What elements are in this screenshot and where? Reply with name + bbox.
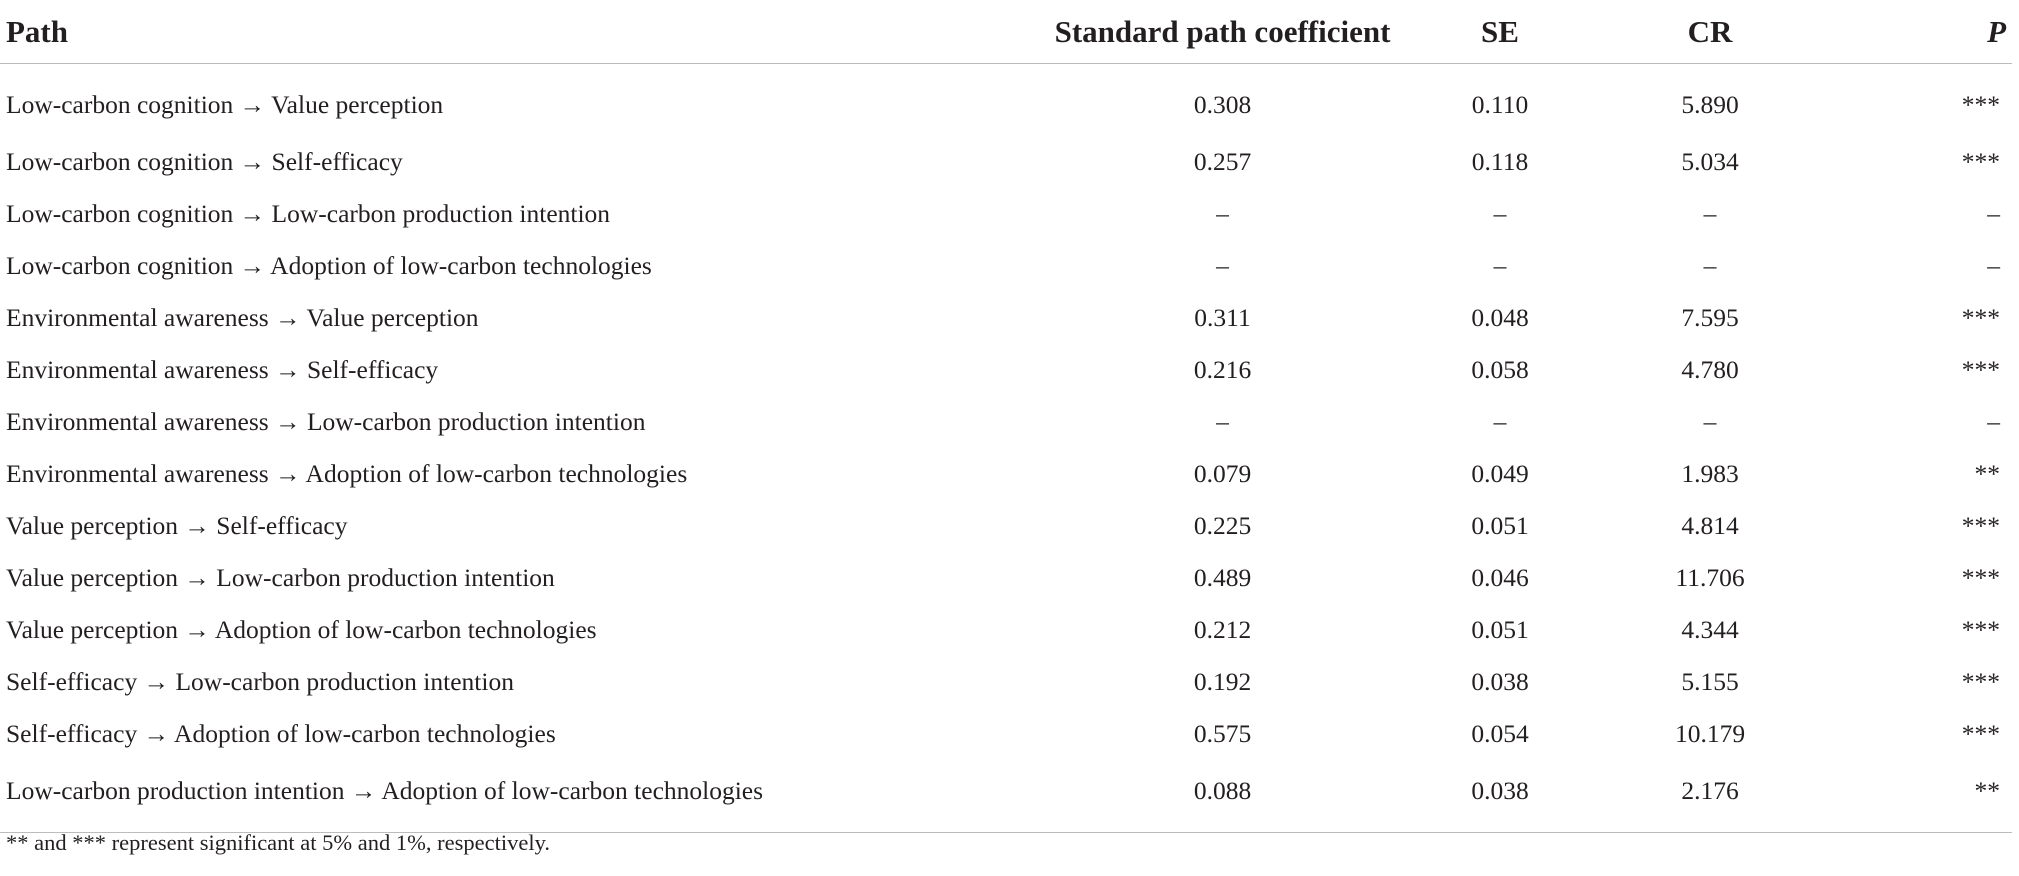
cell-p: *** — [1961, 303, 2000, 332]
column-header-p: P — [1815, 0, 2012, 64]
cell-p: *** — [1961, 615, 2000, 644]
cell-se: 0.118 — [1471, 147, 1529, 176]
table-row: Low-carbon production intention → Adopti… — [0, 760, 2012, 833]
cell-p: *** — [1961, 511, 2000, 540]
table-footnote: ** and *** represent significant at 5% a… — [6, 830, 550, 855]
cell-cr: – — [1703, 251, 1717, 280]
cell-path: Environmental awareness → Adoption of lo… — [6, 459, 688, 488]
cell-cr: 5.034 — [1681, 147, 1739, 176]
cell-p: – — [1987, 199, 2000, 228]
table-body: Low-carbon cognition → Value perception … — [0, 64, 2012, 833]
path-coefficient-table: Path Standard path coefficient SE CR P L… — [0, 0, 2012, 833]
cell-p: *** — [1961, 90, 2000, 119]
cell-p: *** — [1961, 355, 2000, 384]
cell-se: – — [1493, 251, 1507, 280]
table-row: Low-carbon cognition → Adoption of low-c… — [0, 240, 2012, 292]
cell-se: 0.046 — [1471, 563, 1529, 592]
cell-se: 0.038 — [1471, 667, 1529, 696]
table-row: Value perception → Adoption of low-carbo… — [0, 604, 2012, 656]
table-row: Low-carbon cognition → Value perception … — [0, 64, 2012, 137]
cell-path: Low-carbon production intention → Adopti… — [0, 760, 1050, 833]
column-header-se: SE — [1395, 0, 1605, 64]
cell-cr: 10.179 — [1674, 719, 1746, 748]
table-row: Environmental awareness → Value percepti… — [0, 292, 2012, 344]
cell-p: *** — [1961, 719, 2000, 748]
cell-coefficient: 0.212 — [1193, 615, 1252, 644]
cell-path: Environmental awareness → Self-efficacy — [6, 355, 439, 384]
cell-path: Low-carbon cognition → Value perception — [6, 90, 444, 119]
cell-path: Value perception → Low-carbon production… — [6, 563, 555, 592]
cell-cr: 11.706 — [1675, 563, 1745, 592]
cell-se: – — [1493, 407, 1507, 436]
table-row: Value perception → Low-carbon production… — [0, 552, 2012, 604]
cell-coefficient: 0.216 — [1193, 355, 1252, 384]
cell-coefficient: 0.308 — [1193, 90, 1252, 119]
cell-cr: 7.595 — [1681, 303, 1739, 332]
cell-coefficient: 0.192 — [1193, 667, 1252, 696]
cell-path: Environmental awareness → Low-carbon pro… — [6, 407, 646, 436]
cell-path: Self-efficacy → Low-carbon production in… — [6, 667, 514, 696]
cell-coefficient: 0.079 — [1193, 459, 1252, 488]
cell-coefficient: 0.575 — [1193, 719, 1252, 748]
cell-se: 0.038 — [1395, 760, 1605, 833]
table-header: Path Standard path coefficient SE CR P — [0, 0, 2012, 64]
cell-cr: 5.890 — [1681, 90, 1739, 119]
cell-p: ** — [1815, 760, 2012, 833]
cell-cr: – — [1703, 199, 1717, 228]
cell-p: – — [1987, 251, 2000, 280]
cell-cr: 4.344 — [1681, 615, 1739, 644]
cell-p: *** — [1961, 667, 2000, 696]
cell-coefficient: – — [1216, 199, 1229, 228]
cell-se: 0.049 — [1471, 459, 1529, 488]
cell-path: Self-efficacy → Adoption of low-carbon t… — [6, 719, 556, 748]
cell-path: Environmental awareness → Value percepti… — [6, 303, 479, 332]
cell-se: 0.054 — [1471, 719, 1529, 748]
table-row: Environmental awareness → Adoption of lo… — [0, 448, 2012, 500]
table-row: Self-efficacy → Low-carbon production in… — [0, 656, 2012, 708]
cell-path: Low-carbon cognition → Self-efficacy — [6, 147, 403, 176]
cell-path: Value perception → Adoption of low-carbo… — [6, 615, 597, 644]
cell-se: 0.048 — [1471, 303, 1529, 332]
cell-coefficient: 0.225 — [1193, 511, 1252, 540]
cell-se: 0.058 — [1471, 355, 1529, 384]
cell-se: 0.110 — [1471, 90, 1529, 119]
cell-p: *** — [1961, 563, 2000, 592]
cell-coefficient: – — [1216, 407, 1229, 436]
table-row: Environmental awareness → Self-efficacy … — [0, 344, 2012, 396]
column-header-path: Path — [0, 0, 1050, 64]
cell-coefficient: 0.088 — [1050, 760, 1395, 833]
table-row: Low-carbon cognition → Self-efficacy 0.2… — [0, 136, 2012, 188]
cell-cr: – — [1703, 407, 1717, 436]
cell-se: – — [1493, 199, 1507, 228]
cell-path: Low-carbon cognition → Adoption of low-c… — [6, 251, 652, 280]
table-row: Self-efficacy → Adoption of low-carbon t… — [0, 708, 2012, 760]
column-header-cr: CR — [1605, 0, 1815, 64]
cell-cr: 1.983 — [1681, 459, 1739, 488]
cell-cr: 5.155 — [1681, 667, 1739, 696]
column-header-coefficient: Standard path coefficient — [1050, 0, 1395, 64]
table-row: Environmental awareness → Low-carbon pro… — [0, 396, 2012, 448]
cell-cr: 4.780 — [1681, 355, 1739, 384]
cell-coefficient: – — [1216, 251, 1229, 280]
cell-coefficient: 0.257 — [1193, 147, 1252, 176]
cell-p: – — [1987, 407, 2000, 436]
cell-se: 0.051 — [1471, 511, 1529, 540]
header-row: Path Standard path coefficient SE CR P — [0, 0, 2012, 64]
cell-path: Value perception → Self-efficacy — [6, 511, 348, 540]
cell-cr: 4.814 — [1681, 511, 1739, 540]
cell-se: 0.051 — [1471, 615, 1529, 644]
cell-coefficient: 0.489 — [1193, 563, 1252, 592]
table-row: Low-carbon cognition → Low-carbon produc… — [0, 188, 2012, 240]
cell-coefficient: 0.311 — [1194, 303, 1251, 332]
cell-path: Low-carbon cognition → Low-carbon produc… — [6, 199, 611, 228]
cell-p: *** — [1961, 147, 2000, 176]
cell-p: ** — [1974, 459, 2001, 488]
cell-cr: 2.176 — [1605, 760, 1815, 833]
table-row: Value perception → Self-efficacy 0.225 0… — [0, 500, 2012, 552]
